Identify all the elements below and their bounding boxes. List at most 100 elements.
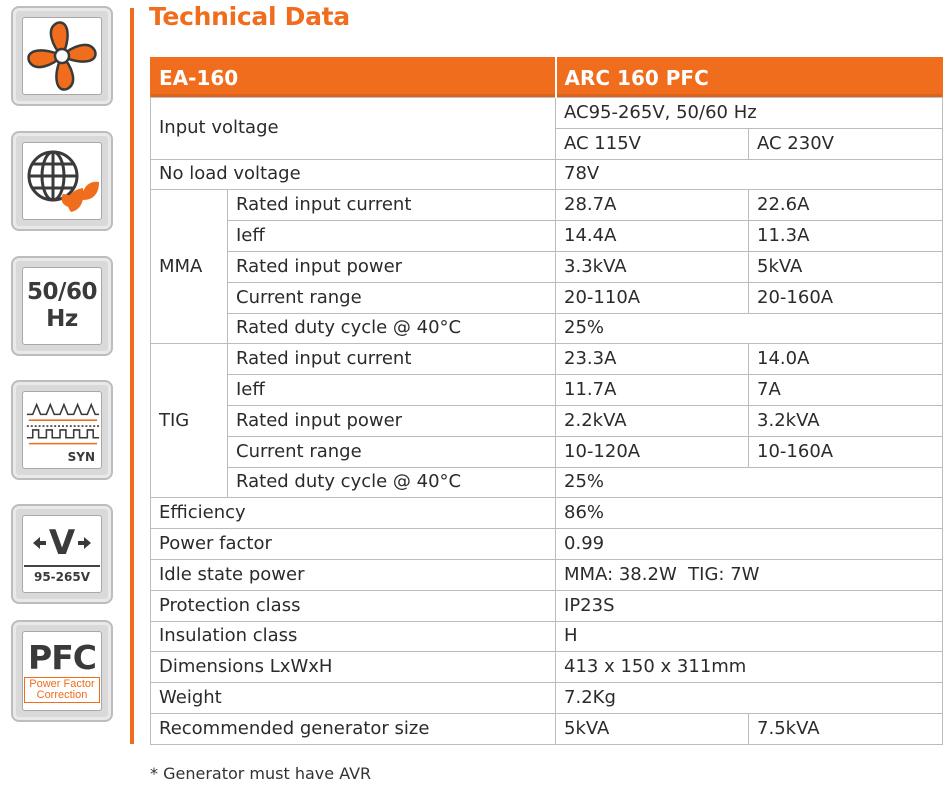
cell-value: 413 x 150 x 311mm — [555, 651, 944, 684]
row-label: Ieff — [226, 374, 557, 406]
cell-value: 10-120A — [555, 435, 750, 468]
table-row: Recommended generator size 5kVA 7.5kVA — [149, 712, 944, 745]
cell-value: 20-160A — [748, 281, 944, 314]
row-label: Efficiency — [149, 497, 557, 530]
pfc-label: PFC — [28, 638, 97, 677]
table-row: Weight 7.2Kg — [149, 682, 944, 714]
table-row: Current range 10-120A 10-160A — [151, 435, 944, 468]
row-label: Ieff — [226, 220, 557, 252]
table-row: TIG Rated input current 23.3A 14.0A — [150, 343, 944, 499]
cell-value: 23.3A — [555, 343, 750, 376]
arrow-right-icon — [78, 536, 92, 549]
table-row: MMA Rated input current 28.7A 22.6A — [150, 189, 944, 345]
pfc-badge: PFC Power Factor Correction — [11, 620, 113, 722]
row-label: Rated input power — [226, 404, 557, 437]
syn-label: SYN — [67, 450, 95, 464]
table-row: Ieff 11.7A 7A — [151, 374, 944, 406]
pfc-subtitle: Power Factor Correction — [24, 677, 100, 703]
cell-value: 25% — [555, 466, 944, 499]
input-voltage-label: Input voltage — [149, 97, 557, 160]
product-header: ARC 160 PFC — [554, 57, 944, 98]
arrow-left-icon — [32, 536, 46, 549]
no-load-value: 78V — [555, 158, 944, 191]
cell-value: 28.7A — [555, 189, 750, 222]
table-header-row: EA-160 ARC 160 PFC — [149, 57, 944, 98]
synergic-waveform-icon — [26, 402, 100, 445]
cell-value: 11.3A — [748, 220, 944, 252]
table-row: Insulation class H — [149, 620, 944, 653]
table-row: Efficiency 86% — [149, 497, 944, 530]
row-label: Weight — [149, 682, 557, 714]
fan-icon — [25, 19, 99, 93]
row-label: Rated duty cycle @ 40°C — [226, 466, 557, 499]
row-label: Power factor — [149, 528, 557, 560]
table-row: Rated input power 2.2kVA 3.2kVA — [151, 404, 944, 437]
frequency-unit: Hz — [46, 306, 78, 332]
frequency-badge: 50/60 Hz — [11, 256, 113, 356]
cell-value: 3.3kVA — [555, 250, 750, 283]
cell-value: 0.99 — [555, 528, 944, 560]
cell-value: 25% — [555, 312, 944, 345]
cell-value: 5kVA — [748, 250, 944, 283]
row-label: Rated input current — [226, 343, 557, 376]
page-title: Technical Data — [149, 2, 350, 31]
input-voltage-115: AC 115V — [555, 127, 750, 160]
voltage-letter: V — [48, 522, 76, 563]
cell-value: 10-160A — [748, 435, 944, 468]
accent-divider — [130, 8, 134, 744]
globe-leaf-icon — [27, 150, 99, 212]
cell-value: 14.0A — [748, 343, 944, 376]
cell-value: 3.2kVA — [748, 404, 944, 437]
row-label: Protection class — [149, 589, 557, 622]
row-label: Current range — [226, 435, 557, 468]
cell-value: 20-110A — [555, 281, 750, 314]
footnote: * Generator must have AVR — [150, 764, 372, 783]
table-row: Rated duty cycle @ 40°C 25% — [151, 466, 944, 499]
cell-value: 22.6A — [748, 189, 944, 222]
cell-value: 7.2Kg — [555, 682, 944, 714]
table-row: Ieff 14.4A 11.3A — [151, 220, 944, 252]
no-load-label: No load voltage — [149, 158, 557, 191]
voltage-range-label: 95-265V — [24, 564, 100, 584]
fan-cooling-badge — [11, 6, 113, 106]
cell-value: 11.7A — [555, 374, 750, 406]
row-label: Dimensions LxWxH — [149, 651, 557, 684]
frequency-label: 50/60 Hz — [27, 279, 97, 333]
row-label: Rated duty cycle @ 40°C — [226, 312, 557, 345]
row-label: Rated input current — [226, 189, 557, 222]
technical-data-table: EA-160 ARC 160 PFC Input voltage AC95-26… — [149, 57, 944, 745]
generator-label: Recommended generator size — [149, 712, 557, 745]
cell-value: MMA: 38.2W TIG: 7W — [555, 558, 944, 591]
generator-value-230: 7.5kVA — [748, 712, 944, 745]
table-row: AC 115V AC 230V — [151, 127, 944, 160]
frequency-value: 50/60 — [27, 279, 97, 305]
mma-group-label: MMA — [150, 189, 228, 345]
input-voltage-230: AC 230V — [748, 127, 944, 160]
cell-value: IP23S — [555, 589, 944, 622]
model-header: EA-160 — [149, 57, 557, 98]
input-voltage-range: AC95-265V, 50/60 Hz — [555, 97, 944, 129]
synergic-badge: SYN — [11, 380, 113, 480]
table-row: Idle state power MMA: 38.2W TIG: 7W — [149, 558, 944, 591]
table-row: Current range 20-110A 20-160A — [151, 281, 944, 314]
table-row: No load voltage 78V — [149, 158, 944, 191]
table-row: Protection class IP23S — [149, 589, 944, 622]
tig-group-label: TIG — [150, 343, 228, 499]
voltage-range-badge: V 95-265V — [11, 504, 113, 604]
table-row: Rated duty cycle @ 40°C 25% — [151, 312, 944, 345]
row-label: Rated input power — [226, 250, 557, 283]
generator-value-115: 5kVA — [555, 712, 750, 745]
cell-value: 14.4A — [555, 220, 750, 252]
cell-value: H — [555, 620, 944, 653]
table-row: Dimensions LxWxH 413 x 150 x 311mm — [149, 651, 944, 684]
cell-value: 2.2kVA — [555, 404, 750, 437]
table-row: Input voltage AC95-265V, 50/60 Hz — [149, 97, 944, 160]
table-row: Power factor 0.99 — [149, 528, 944, 560]
table-row: Rated input power 3.3kVA 5kVA — [151, 250, 944, 283]
row-label: Idle state power — [149, 558, 557, 591]
row-label: Insulation class — [149, 620, 557, 653]
cell-value: 86% — [555, 497, 944, 530]
row-label: Current range — [226, 281, 557, 314]
cell-value: 7A — [748, 374, 944, 406]
eco-globe-badge — [11, 131, 113, 231]
